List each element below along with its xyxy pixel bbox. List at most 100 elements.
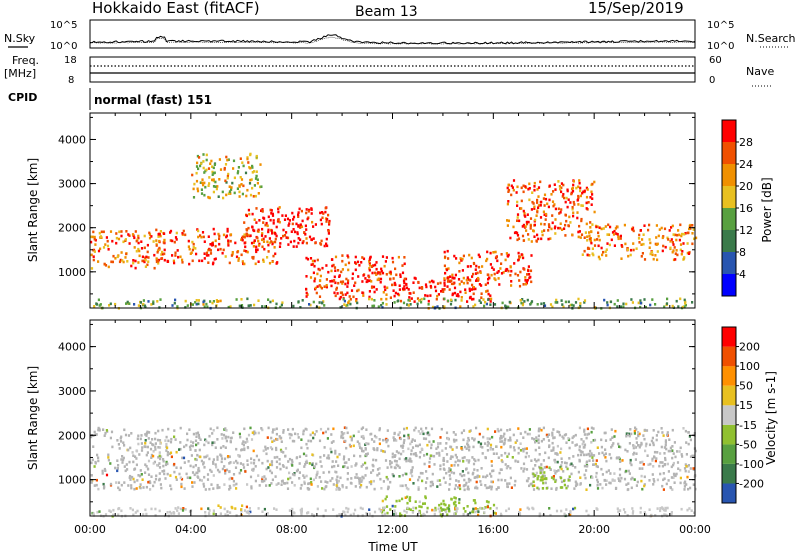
scatter-cell [385,440,388,444]
scatter-cell [585,201,588,205]
scatter-cell [237,259,240,262]
scatter-cell [537,475,540,478]
scatter-cell [447,470,450,473]
scatter-cell [357,288,360,292]
scatter-cell [389,460,392,463]
scatter-cell [242,440,245,443]
scatter-cell [270,240,273,243]
scatter-cell [275,460,278,464]
scatter-cell [247,161,250,164]
scatter-cell [542,197,545,200]
scatter-cell [425,510,429,514]
colorbar-tick-label: 24 [739,158,753,171]
scatter-cell [516,216,519,219]
scatter-cell [143,260,146,264]
scatter-cell [358,264,361,267]
scatter-cell [402,279,406,283]
scatter-cell [225,439,228,443]
scatter-cell [338,453,341,456]
scatter-cell [123,465,126,468]
scatter-cell [216,468,220,472]
scatter-cell [326,244,329,248]
scatter-cell [443,297,446,301]
scatter-cell [189,476,192,480]
scatter-cell [507,200,510,203]
scatter-cell [408,459,411,463]
scatter-cell [629,461,632,465]
scatter-cell [155,239,158,242]
scatter-cell [580,450,583,454]
scatter-cell [254,194,257,198]
scatter-cell [128,234,131,237]
scatter-cell [525,229,528,232]
scatter-cell [533,474,537,477]
scatter-cell [486,281,489,285]
scatter-cell [392,436,395,439]
scatter-cell [94,243,97,246]
scatter-cell [240,253,243,257]
scatter-cell [123,444,126,447]
scatter-cell [175,238,178,241]
scatter-cell [528,187,531,190]
scatter-cell [303,482,306,485]
scatter-cell [654,303,657,306]
scatter-cell [592,454,596,457]
scatter-cell [602,250,605,254]
scatter-cell [437,293,440,296]
scatter-cell [211,165,214,168]
scatter-cell [535,459,538,463]
scatter-cell [253,239,256,242]
scatter-cell [586,465,589,468]
scatter-cell [175,478,178,481]
scatter-cell [538,453,541,456]
scatter-cell [461,257,464,261]
scatter-cell [518,511,521,514]
scatter-cell [296,231,299,234]
scatter-cell [339,291,342,295]
scatter-cell [143,304,147,308]
scatter-cell [571,206,574,209]
scatter-cell [170,487,173,491]
scatter-cell [405,286,409,290]
scatter-cell [554,188,557,191]
scatter-cell [600,445,603,449]
scatter-cell [239,462,242,465]
scatter-cell [224,513,227,516]
scatter-cell [485,302,488,306]
scatter-cell [364,443,367,446]
scatter-cell [150,235,153,238]
scatter-cell [198,436,201,440]
scatter-cell [121,455,124,458]
scatter-cell [356,476,359,479]
scatter-cell [447,267,450,270]
scatter-cell [264,448,267,451]
velocity-y-axis-label: Slant Range [km] [26,366,40,470]
colorbar-segment [722,346,736,367]
scatter-cell [643,224,646,227]
scatter-cell [596,446,599,449]
scatter-cell [683,467,687,470]
scatter-cell [212,474,215,477]
scatter-cell [549,303,553,306]
scatter-cell [219,299,222,303]
scatter-cell [607,233,611,236]
scatter-cell [457,480,460,483]
scatter-cell [596,480,599,484]
scatter-cell [213,163,216,166]
scatter-cell [610,445,613,449]
scatter-cell [267,298,270,301]
scatter-cell [196,189,200,193]
scatter-cell [464,483,467,487]
scatter-cell [393,459,397,463]
scatter-cell [543,204,546,207]
scatter-cell [213,171,216,175]
scatter-cell [499,440,502,443]
scatter-cell [605,248,608,251]
scatter-cell [577,203,580,206]
scatter-cell [511,456,514,459]
scatter-cell [254,177,258,180]
scatter-cell [238,471,241,475]
scatter-cell [361,507,364,511]
scatter-cell [134,511,137,514]
scatter-cell [286,487,290,490]
